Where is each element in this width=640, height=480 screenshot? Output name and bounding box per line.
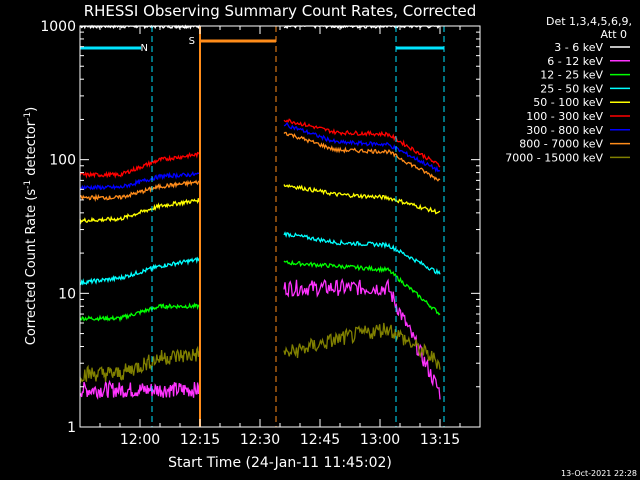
x-tick-label: 12:15 [180, 432, 220, 448]
x-tick-label: 12:30 [240, 432, 280, 448]
legend-label: 3 - 6 keV [554, 41, 603, 54]
series-line [79, 302, 201, 323]
y-axis-label-exp2: -1 [23, 112, 33, 121]
legend-label: 100 - 300 keV [526, 110, 603, 123]
series-line [283, 183, 441, 215]
series-line [283, 121, 441, 173]
chart-title: RHESSI Observing Summary Count Rates, Co… [84, 2, 477, 20]
series-line [283, 231, 441, 275]
legend-label: 7000 - 15000 keV [505, 151, 603, 164]
x-tick-label: 13:00 [360, 432, 400, 448]
series-line [283, 259, 441, 316]
legend-label: 50 - 100 keV [533, 96, 603, 109]
series-6-12kev [79, 278, 441, 400]
legend-label: 25 - 50 keV [540, 82, 603, 95]
y-axis-label-main: Corrected Count Rate (s [24, 189, 39, 346]
series-layer [79, 24, 441, 400]
series-line [79, 179, 201, 202]
legend-label: 800 - 7000 keV [519, 138, 603, 151]
timestamp: 13-Oct-2021 22:28 [561, 469, 637, 478]
legend-label: 12 - 25 keV [540, 69, 603, 82]
series-line [79, 379, 201, 400]
legend-label: 300 - 800 keV [526, 124, 603, 137]
night-flag-label: N [141, 43, 148, 54]
x-tick-label: 13:15 [420, 432, 460, 448]
y-tick-label: 1 [67, 420, 76, 436]
series-800-7000kev [79, 131, 441, 202]
y-tick-label: 1000 [40, 19, 76, 35]
y-tick-label: 100 [49, 153, 76, 169]
series-line [283, 322, 441, 370]
x-tick-label: 12:00 [120, 432, 160, 448]
series-line [79, 256, 201, 286]
series-line [283, 131, 441, 182]
legend-label: 6 - 12 keV [547, 55, 603, 68]
y-axis-label: Corrected Count Rate (s-1 detector-1) [23, 107, 39, 345]
x-axis-label: Start Time (24-Jan-11 11:45:02) [168, 455, 392, 471]
series-line [283, 118, 441, 168]
series-50-100kev [79, 183, 441, 225]
saa-flag-label: S [189, 36, 195, 47]
series-12-25kev [79, 259, 441, 323]
series-25-50kev [79, 231, 441, 286]
series-line [79, 198, 201, 225]
y-tick-label: 10 [58, 286, 76, 302]
series-line [79, 170, 201, 191]
y-axis-label-close: ) [24, 107, 39, 112]
series-line [79, 151, 201, 179]
series-line [79, 345, 201, 384]
x-tick-label: 12:45 [300, 432, 340, 448]
legend-header-line2: Att 0 [601, 28, 627, 41]
axes-layer: 12:00 12:15 12:30 12:45 13:00 13:15 1 10 100 1000 [40, 19, 481, 448]
series-100-300kev [79, 118, 441, 179]
series-7000-15000kev [79, 322, 441, 384]
y-axis-label-exp1: -1 [23, 180, 33, 189]
series-300-800kev [79, 121, 441, 191]
y-axis-label-mid: detector [24, 120, 39, 180]
series-line [283, 278, 441, 400]
legend-header-line1: Det 1,3,4,5,6,9, [546, 15, 632, 28]
